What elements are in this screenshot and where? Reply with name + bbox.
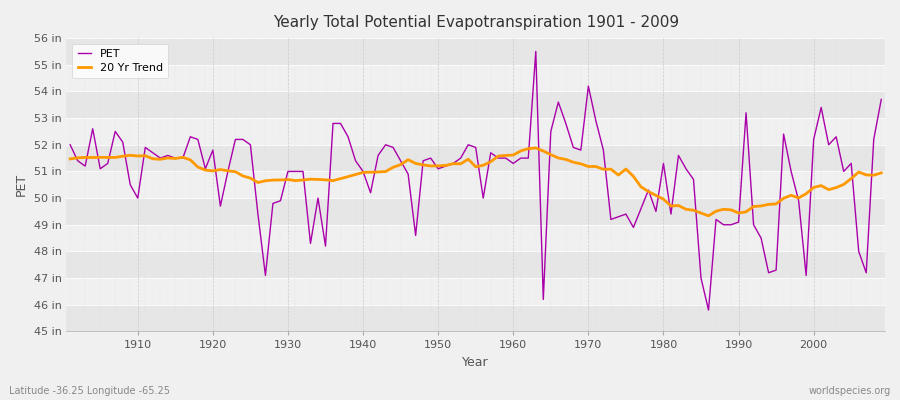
Bar	[67, 225, 885, 252]
Legend: PET, 20 Yr Trend: PET, 20 Yr Trend	[72, 44, 168, 78]
PET	[530, 49, 541, 54]
20 Yr Trend	[876, 170, 886, 175]
X-axis label: Year: Year	[463, 356, 489, 369]
Bar	[67, 198, 885, 225]
PET	[335, 121, 346, 126]
Bar	[67, 92, 885, 118]
Bar	[67, 38, 885, 65]
20 Yr Trend	[606, 167, 616, 172]
Bar	[67, 278, 885, 305]
PET	[500, 156, 511, 160]
Bar	[67, 252, 885, 278]
PET	[703, 308, 714, 312]
20 Yr Trend	[508, 153, 518, 158]
20 Yr Trend	[335, 176, 346, 181]
20 Yr Trend	[65, 156, 76, 161]
PET	[606, 217, 616, 222]
20 Yr Trend	[290, 178, 301, 183]
PET	[290, 169, 301, 174]
PET	[125, 182, 136, 187]
Bar	[67, 145, 885, 172]
Bar	[67, 305, 885, 332]
Bar	[67, 65, 885, 92]
PET	[65, 142, 76, 147]
Bar	[67, 118, 885, 145]
Title: Yearly Total Potential Evapotranspiration 1901 - 2009: Yearly Total Potential Evapotranspiratio…	[273, 15, 679, 30]
Bar	[67, 172, 885, 198]
PET	[876, 97, 886, 102]
20 Yr Trend	[125, 153, 136, 158]
20 Yr Trend	[530, 146, 541, 150]
Text: worldspecies.org: worldspecies.org	[809, 386, 891, 396]
Y-axis label: PET: PET	[15, 173, 28, 196]
20 Yr Trend	[500, 153, 511, 158]
Line: 20 Yr Trend: 20 Yr Trend	[70, 148, 881, 216]
Line: PET: PET	[70, 52, 881, 310]
20 Yr Trend	[703, 214, 714, 218]
PET	[508, 161, 518, 166]
Text: Latitude -36.25 Longitude -65.25: Latitude -36.25 Longitude -65.25	[9, 386, 170, 396]
